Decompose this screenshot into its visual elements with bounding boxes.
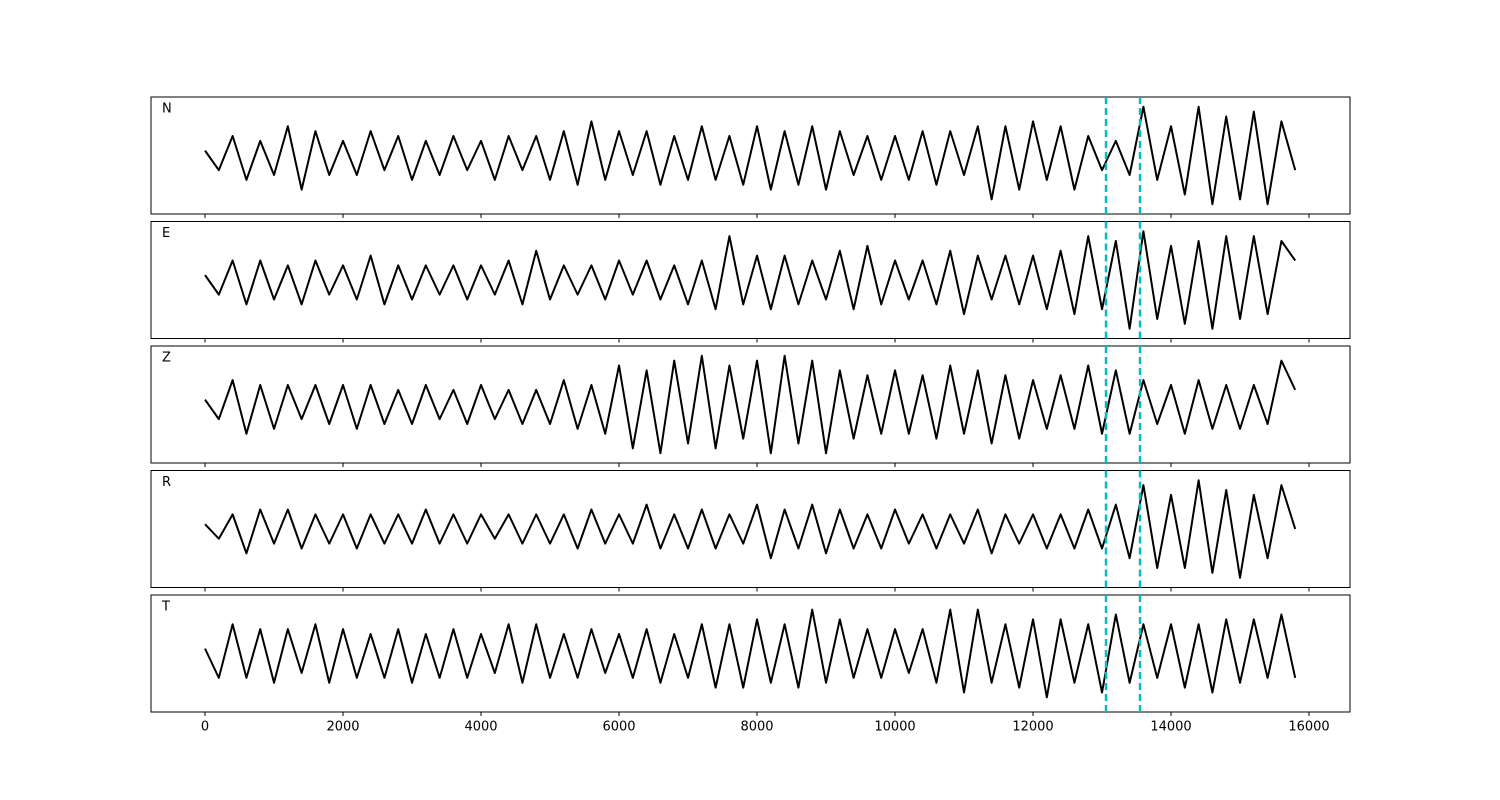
trace-line — [204, 608, 1297, 699]
panel-frame — [150, 345, 1351, 464]
x-tick-label: 4000 — [464, 720, 497, 735]
panel-frame — [150, 594, 1351, 713]
x-tick-label: 12000 — [1012, 720, 1053, 735]
x-tick-label: 2000 — [326, 720, 359, 735]
trace-line — [204, 354, 1297, 455]
trace-line — [204, 230, 1297, 330]
x-tick-label: 0 — [201, 720, 209, 735]
panel-frame — [150, 221, 1351, 339]
panel-label: E — [162, 226, 170, 241]
x-tick-label: 16000 — [1288, 720, 1329, 735]
panel-label: Z — [162, 351, 171, 366]
panel-label: T — [161, 600, 170, 615]
x-tick-label: 8000 — [740, 720, 773, 735]
x-tick-label: 14000 — [1150, 720, 1191, 735]
x-tick-label: 6000 — [602, 720, 635, 735]
trace-line — [204, 479, 1297, 579]
panel-label: N — [162, 102, 172, 117]
panel-label: R — [162, 475, 171, 490]
panel-frame — [150, 470, 1351, 588]
x-tick-label: 10000 — [874, 720, 915, 735]
trace-line — [204, 105, 1297, 206]
panel-frame — [150, 96, 1351, 215]
